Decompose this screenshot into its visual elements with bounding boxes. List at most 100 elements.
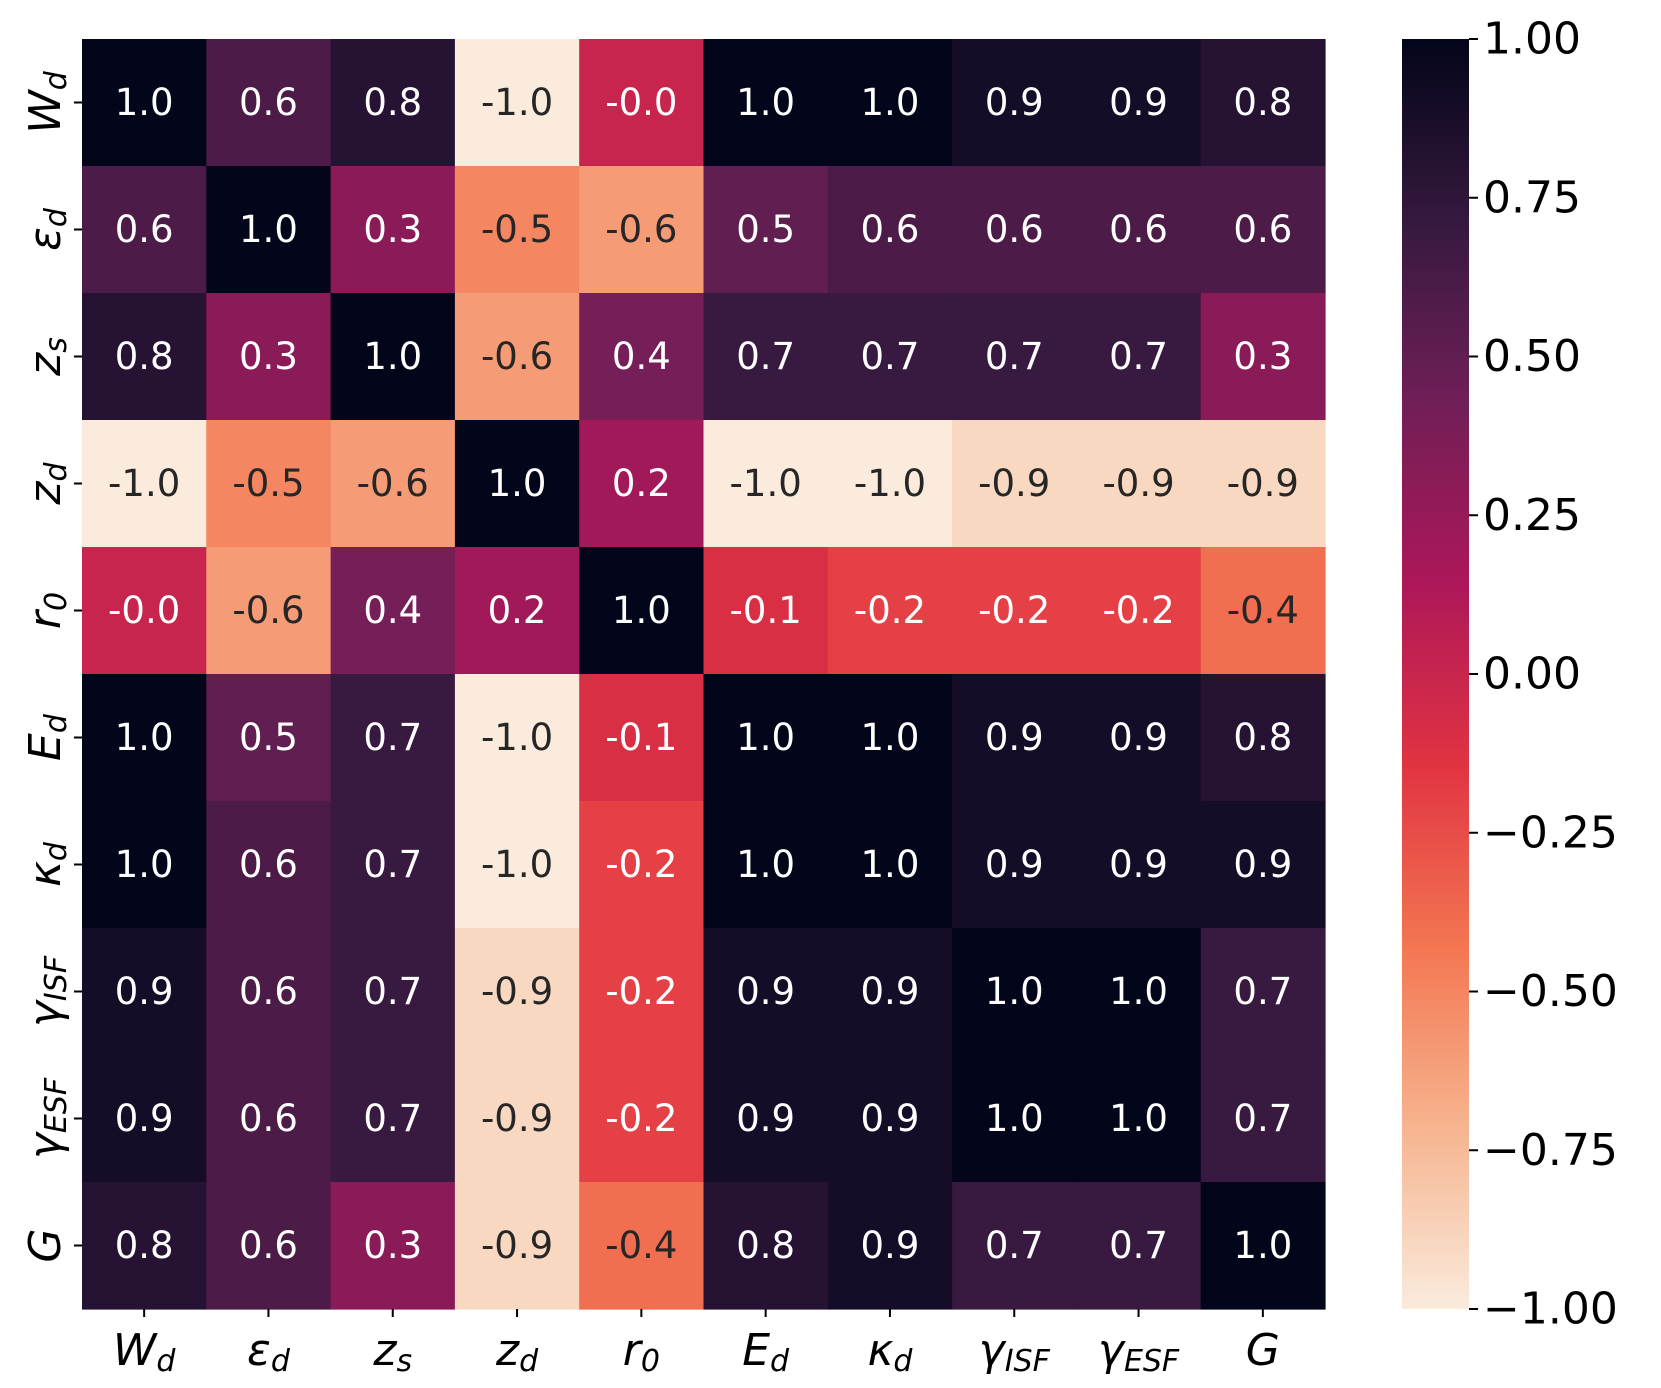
cell-annotation: -0.9 bbox=[1102, 462, 1174, 505]
heatmap-cell bbox=[330, 293, 456, 421]
heatmap-cell bbox=[703, 674, 829, 802]
heatmap-cell bbox=[1200, 420, 1326, 548]
x-tick-label: Ed bbox=[742, 1325, 790, 1379]
heatmap-cell bbox=[1200, 1055, 1326, 1183]
heatmap-cell bbox=[703, 420, 829, 548]
cell-annotation: 1.0 bbox=[1233, 1224, 1292, 1267]
axis-label-main: γ bbox=[20, 999, 71, 1027]
heatmap-cell bbox=[1076, 166, 1202, 294]
axis-label-subscript: d bbox=[519, 1344, 539, 1379]
x-tick-label: εd bbox=[247, 1325, 291, 1379]
heatmap-cell bbox=[579, 674, 705, 802]
heatmap-cell bbox=[827, 674, 953, 802]
cell-annotation: 1.0 bbox=[115, 843, 174, 886]
cell-annotation: -0.2 bbox=[1102, 589, 1174, 632]
cell-annotation: 0.9 bbox=[1109, 843, 1168, 886]
cell-annotation: 0.7 bbox=[363, 716, 422, 759]
cell-annotation: 0.8 bbox=[736, 1224, 795, 1267]
cell-annotation: -0.6 bbox=[481, 335, 553, 378]
y-tick-label: Wd bbox=[20, 70, 74, 134]
cell-annotation: -0.4 bbox=[605, 1224, 677, 1267]
y-tick-label: G bbox=[20, 1228, 71, 1262]
colorbar-tick-label: −0.25 bbox=[1483, 807, 1618, 858]
axis-label-main: r bbox=[20, 608, 71, 629]
cell-annotation: 0.6 bbox=[1233, 208, 1292, 251]
cell-annotation: 0.7 bbox=[1109, 1224, 1168, 1267]
heatmap-cell bbox=[1200, 674, 1326, 802]
axis-label-subscript: d bbox=[39, 461, 74, 481]
cell-annotation: -0.6 bbox=[357, 462, 429, 505]
heatmap-cell bbox=[82, 293, 207, 421]
heatmap-cell bbox=[454, 293, 580, 421]
heatmap-cell bbox=[579, 1055, 705, 1183]
cell-annotation: 0.3 bbox=[239, 335, 298, 378]
axis-label-subscript: d bbox=[39, 70, 74, 90]
cell-annotation: -0.9 bbox=[1227, 462, 1299, 505]
axis-label-main: W bbox=[113, 1325, 158, 1376]
cell-annotation: 1.0 bbox=[736, 843, 795, 886]
cell-annotation: 0.7 bbox=[985, 1224, 1044, 1267]
axis-label-subscript: d bbox=[156, 1344, 176, 1379]
cell-annotation: 0.5 bbox=[736, 208, 795, 251]
cell-annotation: 0.5 bbox=[239, 716, 298, 759]
cell-annotation: 0.3 bbox=[363, 1224, 422, 1267]
axis-label-main: γ bbox=[1098, 1325, 1126, 1376]
heatmap-cell bbox=[330, 674, 456, 802]
cell-annotation: 0.6 bbox=[239, 81, 298, 124]
axis-label-main: κ bbox=[867, 1325, 893, 1376]
heatmap-cell bbox=[82, 547, 207, 675]
heatmap-cell bbox=[1200, 928, 1326, 1056]
heatmap-cell bbox=[1200, 1182, 1326, 1310]
heatmap-cell bbox=[454, 39, 580, 167]
heatmap-cell bbox=[82, 928, 207, 1056]
cell-annotation: -0.1 bbox=[730, 589, 802, 632]
cell-annotation: 0.3 bbox=[363, 208, 422, 251]
heatmap-cell bbox=[1200, 39, 1326, 167]
heatmap-cell bbox=[82, 801, 207, 929]
cell-annotation: -0.2 bbox=[605, 970, 677, 1013]
cell-annotation: 1.0 bbox=[736, 716, 795, 759]
colorbar-tick-label: −0.50 bbox=[1483, 966, 1618, 1017]
colorbar-tick-label: −1.00 bbox=[1483, 1284, 1618, 1335]
cell-annotation: -1.0 bbox=[481, 716, 553, 759]
cell-annotation: 0.9 bbox=[1109, 716, 1168, 759]
cell-annotation: 1.0 bbox=[115, 81, 174, 124]
cell-annotation: 0.6 bbox=[239, 1224, 298, 1267]
axis-label-main: z bbox=[20, 481, 71, 506]
y-tick-label: εd bbox=[20, 207, 74, 251]
cell-annotation: 0.9 bbox=[861, 970, 920, 1013]
heatmap-cell bbox=[703, 39, 829, 167]
heatmap-cell bbox=[703, 1055, 829, 1183]
heatmap-cell bbox=[82, 166, 207, 294]
heatmap-cell bbox=[1076, 547, 1202, 675]
heatmap-cell bbox=[952, 1055, 1077, 1183]
axis-label-main: G bbox=[20, 1228, 71, 1262]
heatmap-cell bbox=[1200, 166, 1326, 294]
cell-annotation: 0.6 bbox=[115, 208, 174, 251]
cell-annotation: 0.7 bbox=[1109, 335, 1168, 378]
heatmap-annotations: 1.0 0.6 0.8 -1.0 -0.0 1.0 1.0 0.9 0.9 0.8 0.6 1.0 0.… bbox=[108, 81, 1299, 1267]
heatmap-cell bbox=[330, 39, 456, 167]
axis-label-main: ε bbox=[20, 227, 71, 251]
cell-annotation: 1.0 bbox=[985, 1097, 1044, 1140]
heatmap-cell bbox=[827, 928, 953, 1056]
x-tick-label: Wd bbox=[113, 1325, 177, 1379]
axis-label-subscript: d bbox=[271, 1344, 291, 1379]
cell-annotation: 0.6 bbox=[861, 208, 920, 251]
heatmap-cell bbox=[952, 1182, 1077, 1310]
heatmap-cell bbox=[952, 420, 1077, 548]
heatmap-cell bbox=[82, 1055, 207, 1183]
x-tick-label: G bbox=[1246, 1325, 1280, 1376]
y-tick-label: γISF bbox=[20, 955, 74, 1027]
heatmap-cell bbox=[330, 547, 456, 675]
heatmap-cell bbox=[827, 1055, 953, 1183]
colorbar: 1.00 0.75 0.50 0.25 0.00 −0.25 −0.50 −0.75 −1.00 bbox=[1402, 14, 1618, 1335]
axis-label-main: E bbox=[742, 1325, 770, 1376]
x-tick-label: zd bbox=[495, 1325, 539, 1379]
heatmap-cell bbox=[827, 420, 953, 548]
cell-annotation: -0.9 bbox=[481, 970, 553, 1013]
heatmap-cell bbox=[454, 1182, 580, 1310]
cell-annotation: 1.0 bbox=[363, 335, 422, 378]
cell-annotation: 0.9 bbox=[985, 843, 1044, 886]
heatmap-cell bbox=[579, 293, 705, 421]
